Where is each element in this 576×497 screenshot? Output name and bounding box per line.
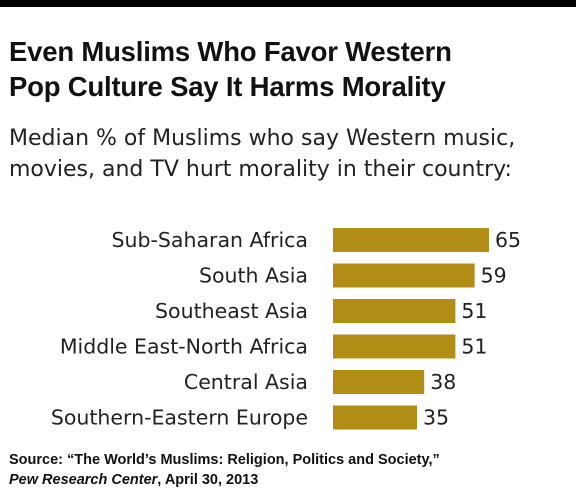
category-label-central-asia: Central Asia (184, 370, 308, 394)
chart-subtitle-line-2: movies, and TV hurt morality in their co… (9, 157, 512, 182)
value-label-southeast-asia: 51 (461, 299, 487, 323)
source-organization: Pew Research Center (9, 472, 158, 488)
bar-middle-east-north-africa (333, 334, 456, 359)
chart-title: Even Muslims Who Favor Western Pop Cultu… (9, 34, 569, 104)
source-date: , April 30, 2013 (157, 472, 259, 488)
value-label-central-asia: 38 (430, 370, 456, 394)
source-note: Source: “The World’s Muslims: Religion, … (9, 450, 569, 490)
bar-southeast-asia (333, 299, 456, 323)
bar-chart: Sub-Saharan Africa 65 South Asia 59 Southeas… (51, 228, 521, 430)
value-label-sub-saharan-africa: 65 (495, 228, 521, 252)
bar-sub-saharan-africa (333, 228, 489, 252)
bar-south-asia (333, 263, 475, 288)
chart-subtitle: Median % of Muslims who say Western musi… (9, 123, 574, 185)
source-line-1: Source: “The World’s Muslims: Religion, … (9, 452, 440, 468)
category-label-south-asia: South Asia (199, 264, 308, 288)
source-line-2: Pew Research Center, April 30, 2013 (9, 470, 569, 490)
value-label-middle-east-north-africa: 51 (461, 335, 487, 359)
bar-southern-eastern-europe (333, 405, 417, 430)
value-label-southern-eastern-europe: 35 (423, 406, 449, 430)
category-label-southern-eastern-europe: Southern-Eastern Europe (51, 406, 308, 430)
category-label-southeast-asia: Southeast Asia (155, 299, 308, 323)
value-label-south-asia: 59 (481, 264, 507, 288)
category-label-middle-east-north-africa: Middle East-North Africa (60, 335, 308, 359)
chart-title-line-1: Even Muslims Who Favor Western (9, 36, 452, 67)
bar-central-asia (333, 370, 425, 394)
chart-title-line-2: Pop Culture Say It Harms Morality (9, 71, 446, 102)
category-label-sub-saharan-africa: Sub-Saharan Africa (111, 228, 308, 252)
chart-subtitle-line-1: Median % of Muslims who say Western musi… (9, 126, 516, 151)
top-rule (0, 0, 576, 7)
